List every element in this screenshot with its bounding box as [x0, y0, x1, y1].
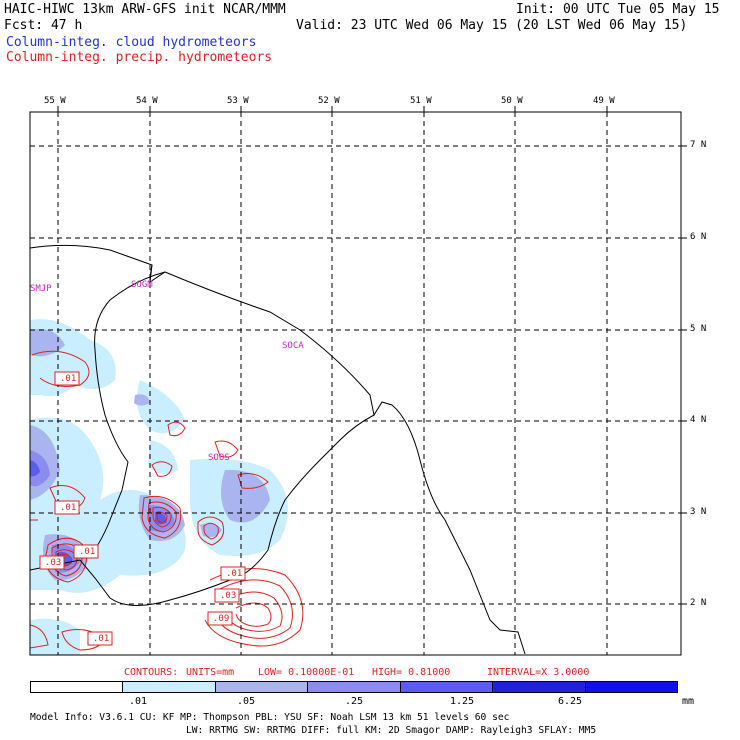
contours-low: LOW= 0.10000E-01: [258, 667, 355, 678]
legend-cloud-hydrometeors: Column-integ. cloud hydrometeors: [6, 35, 257, 50]
axis-ticks: [57, 106, 687, 605]
colorbar-label: .01: [128, 696, 148, 707]
colorbar-swatch-1: [123, 682, 216, 692]
lon-label-54w: 54 W: [136, 96, 158, 106]
station-soos: SOOS: [208, 453, 230, 463]
latlon-grid: [30, 112, 681, 655]
colorbar-unit: mm: [681, 696, 695, 707]
contour-label-boxes: [39, 371, 246, 646]
valid-time: Valid: 23 UTC Wed 06 May 15 (20 LST Wed …: [296, 18, 688, 33]
station-sogm: SOGM: [131, 280, 153, 290]
colorbar-label: 1.25: [449, 696, 475, 707]
contour-label: .01: [93, 634, 110, 644]
contours-interval: INTERVAL=X 3.0000: [487, 667, 590, 678]
colorbar-swatch-2: [215, 682, 309, 692]
lon-label-49w: 49 W: [593, 96, 615, 106]
lat-label-2n: 2 N: [690, 598, 707, 608]
station-soca: SOCA: [282, 341, 304, 351]
contour-label: .03: [220, 591, 237, 601]
legend-precip-hydrometeors: Column-integ. precip. hydrometeors: [6, 50, 273, 65]
lon-label-55w: 55 W: [44, 96, 66, 106]
lon-label-51w: 51 W: [410, 96, 432, 106]
colorbar-label: .05: [236, 696, 256, 707]
plot-title: HAIC-HIWC 13km ARW-GFS init NCAR/MMM: [4, 2, 286, 17]
colorbar: [30, 681, 678, 693]
station-smjp: SMJP: [30, 284, 52, 294]
colorbar-swatch-5: [493, 682, 586, 692]
model-info-line2: LW: RRTMG SW: RRTMG DIFF: full KM: 2D Sm…: [186, 725, 597, 736]
contours-prefix: CONTOURS:: [124, 667, 179, 678]
lat-label-5n: 5 N: [690, 324, 707, 334]
contour-label: .01: [60, 503, 77, 513]
lon-label-50w: 50 W: [501, 96, 523, 106]
contour-label: .01: [226, 569, 243, 579]
contours-units: UNITS=mm: [186, 667, 235, 678]
colorbar-label: 6.25: [557, 696, 583, 707]
forecast-hour: Fcst: 47 h: [4, 18, 83, 33]
colorbar-swatch-0: [31, 682, 124, 692]
contour-label: .03: [45, 558, 62, 568]
cloud-hydrometeor-field: [30, 319, 288, 655]
coastline: [29, 244, 526, 655]
lon-label-53w: 53 W: [227, 96, 249, 106]
lat-label-6n: 6 N: [690, 232, 707, 242]
contour-label: .01: [60, 374, 77, 384]
lon-label-52w: 52 W: [318, 96, 340, 106]
lat-label-4n: 4 N: [690, 415, 707, 425]
colorbar-swatch-6: [585, 682, 677, 692]
contour-label: .01: [79, 547, 96, 557]
contours-high: HIGH= 0.81000: [372, 667, 451, 678]
colorbar-label: .25: [344, 696, 364, 707]
colorbar-swatch-3: [308, 682, 401, 692]
contour-label: .09: [213, 614, 230, 624]
lat-label-3n: 3 N: [690, 507, 707, 517]
model-info-line1: Model Info: V3.6.1 CU: KF MP: Thompson P…: [30, 712, 510, 723]
lat-label-7n: 7 N: [690, 140, 707, 150]
init-time: Init: 00 UTC Tue 05 May 15: [516, 2, 720, 17]
colorbar-swatch-4: [400, 682, 494, 692]
map-frame: [29, 111, 682, 656]
